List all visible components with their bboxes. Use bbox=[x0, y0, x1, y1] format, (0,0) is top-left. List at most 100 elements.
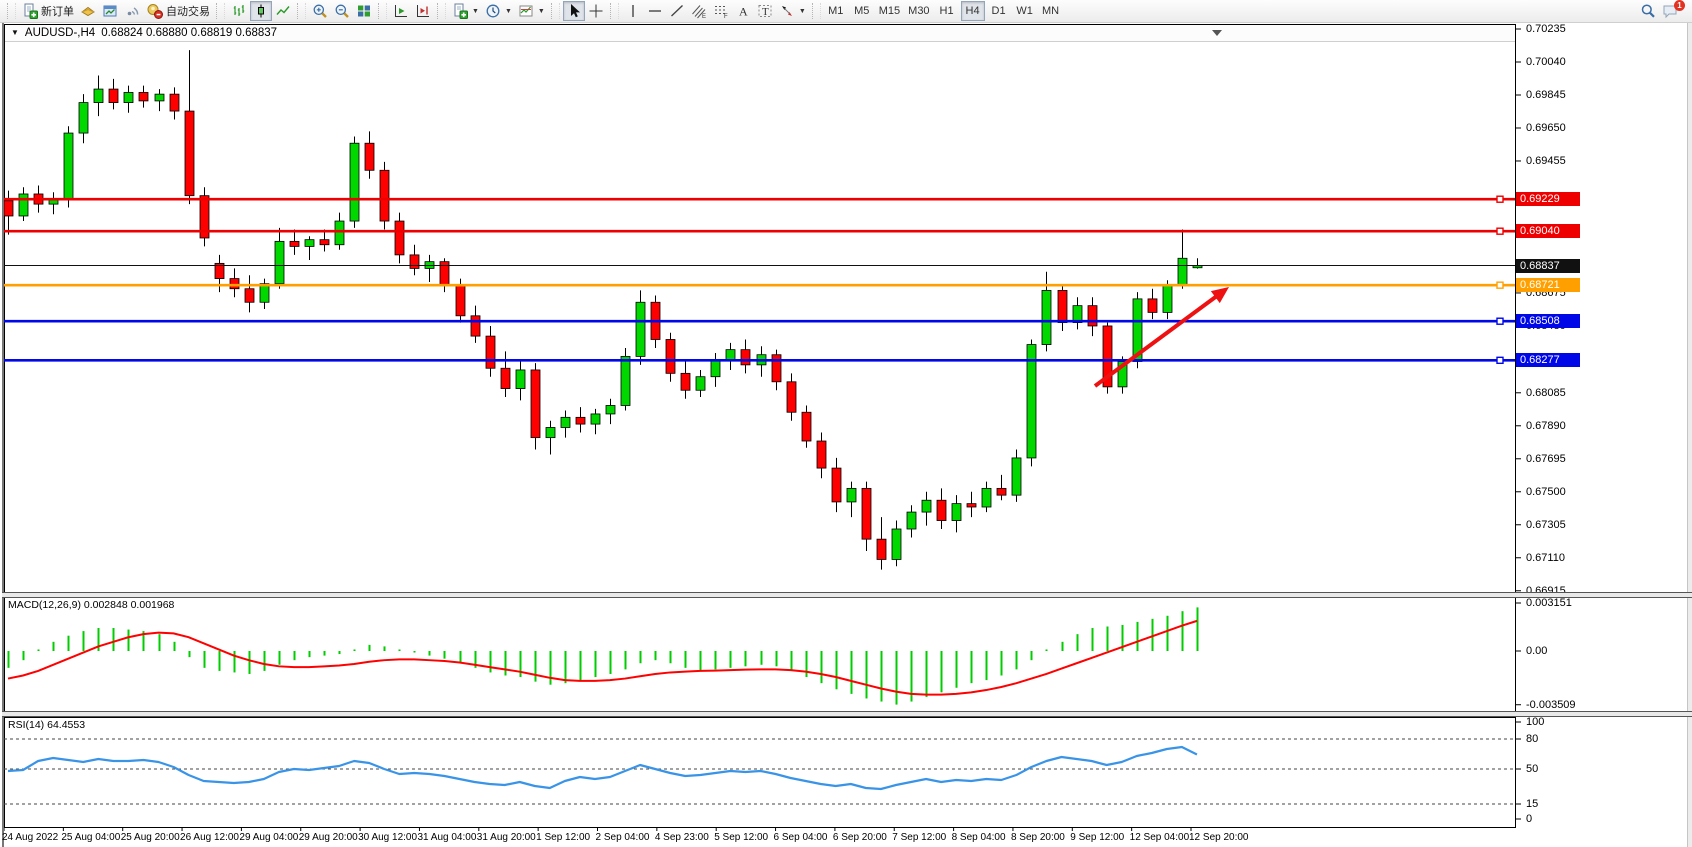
zoom-out-button[interactable] bbox=[331, 1, 353, 21]
pane-splitter-macd[interactable] bbox=[2, 592, 1692, 598]
indicators-menu-button[interactable]: ▼ bbox=[449, 1, 482, 21]
text-tool-button[interactable]: A bbox=[732, 1, 754, 21]
pane-splitter-rsi[interactable] bbox=[2, 711, 1692, 717]
rsi-axis-label: 50 bbox=[1526, 763, 1539, 775]
auto-scroll-button[interactable] bbox=[390, 1, 412, 21]
rsi-current-value: 64.4553 bbox=[47, 719, 86, 731]
line-chart-mode-button[interactable] bbox=[272, 1, 294, 21]
time-axis-label: 5 Sep 12:00 bbox=[714, 832, 769, 843]
line-chart-icon bbox=[275, 3, 291, 19]
pane-border bbox=[4, 24, 1516, 593]
channel-tool-button[interactable]: E bbox=[688, 1, 710, 21]
timeframe-m5-button[interactable]: M5 bbox=[850, 1, 874, 21]
toolbar-grip[interactable] bbox=[437, 3, 446, 19]
rsi-axis-label: 80 bbox=[1526, 733, 1539, 745]
rsi-axis-label: 15 bbox=[1526, 798, 1539, 810]
dropdown-caret-icon: ▼ bbox=[472, 7, 479, 15]
time-axis-label: 9 Sep 12:00 bbox=[1070, 832, 1125, 843]
signal-icon bbox=[124, 3, 140, 19]
toolbar-grip[interactable] bbox=[811, 3, 821, 19]
time-axis-label: 30 Aug 12:00 bbox=[358, 832, 418, 843]
crosshair-tool-button[interactable] bbox=[585, 1, 607, 21]
chart-shift-button[interactable] bbox=[412, 1, 434, 21]
cursor-tool-button[interactable] bbox=[562, 1, 585, 21]
autotrading-button[interactable]: 自动交易 bbox=[143, 1, 213, 21]
line-handle[interactable] bbox=[1496, 317, 1504, 325]
template-icon bbox=[518, 3, 534, 19]
rsi-label: RSI(14) 64.4553 bbox=[8, 719, 86, 731]
dropdown-caret-icon: ▼ bbox=[537, 7, 545, 15]
timeframe-m15-button[interactable]: M15 bbox=[876, 1, 903, 21]
line-handle[interactable] bbox=[1496, 195, 1504, 203]
chart-shift-marker[interactable] bbox=[1212, 30, 1222, 36]
tile-windows-button[interactable] bbox=[353, 1, 375, 21]
trend-arrow-head[interactable] bbox=[1210, 287, 1229, 304]
vertical-line-tool-button[interactable] bbox=[622, 1, 644, 21]
time-axis-label: 7 Sep 12:00 bbox=[892, 832, 947, 843]
toolbar-grip[interactable] bbox=[609, 3, 619, 19]
tile-windows-icon bbox=[356, 3, 372, 19]
price-axis-tick-label: 0.67890 bbox=[1526, 419, 1566, 432]
notifications-button[interactable]: 1 bbox=[1659, 0, 1685, 21]
timeframe-w1-button[interactable]: W1 bbox=[1013, 1, 1037, 21]
time-axis-label: 8 Sep 04:00 bbox=[951, 832, 1006, 843]
chart-title-bar[interactable]: ▼ AUDUSD-,H4 0.68824 0.68880 0.68819 0.6… bbox=[4, 24, 1515, 42]
svg-text:F: F bbox=[724, 14, 728, 19]
cursor-icon bbox=[566, 3, 582, 19]
timeframe-h1-button[interactable]: H1 bbox=[935, 1, 959, 21]
pane-border bbox=[4, 717, 1516, 828]
line-handle[interactable] bbox=[1496, 356, 1504, 365]
rsi-line bbox=[7, 745, 1198, 791]
macd-signal-value: 0.001968 bbox=[130, 599, 175, 611]
clock-icon bbox=[485, 3, 501, 19]
time-axis-label: 25 Aug 20:00 bbox=[120, 832, 180, 843]
price-axis-tick-label: 0.69845 bbox=[1526, 88, 1566, 101]
candlestick-mode-button[interactable] bbox=[250, 1, 272, 21]
timeframe-m30-button[interactable]: M30 bbox=[905, 1, 932, 21]
indicators-icon bbox=[452, 3, 468, 19]
horizontal-line-tool-button[interactable] bbox=[644, 1, 666, 21]
trendline-tool-button[interactable] bbox=[666, 1, 688, 21]
timeframe-d1-button[interactable]: D1 bbox=[987, 1, 1011, 21]
price-level-tag: 0.68721 bbox=[1516, 278, 1580, 293]
line-handle[interactable] bbox=[1496, 227, 1504, 235]
autotrading-icon bbox=[146, 3, 163, 19]
toolbar-grip[interactable] bbox=[7, 3, 16, 19]
fibonacci-tool-button[interactable]: F bbox=[710, 1, 732, 21]
line-handle[interactable] bbox=[1496, 281, 1504, 289]
arrows-icon bbox=[779, 3, 795, 19]
window-right-border bbox=[1687, 23, 1692, 847]
timeframe-m1-button[interactable]: M1 bbox=[824, 1, 848, 21]
signals-button[interactable] bbox=[121, 1, 143, 21]
price-level-tag: 0.68508 bbox=[1516, 314, 1580, 329]
zoom-in-button[interactable] bbox=[309, 1, 331, 21]
timeframe-h4-button[interactable]: H4 bbox=[960, 1, 985, 21]
chart-window-button[interactable] bbox=[99, 1, 121, 21]
chart-shift-icon bbox=[415, 3, 431, 19]
autotrading-label: 自动交易 bbox=[166, 6, 210, 18]
toolbar-grip[interactable] bbox=[297, 3, 306, 19]
periods-menu-button[interactable]: ▼ bbox=[482, 1, 515, 21]
price-axis-tick-label: 0.67695 bbox=[1526, 452, 1566, 465]
bar-chart-mode-button[interactable] bbox=[228, 1, 250, 21]
trend-arrow-line[interactable] bbox=[1093, 293, 1220, 388]
one-click-collapse-icon[interactable]: ▼ bbox=[11, 28, 19, 37]
new-order-button[interactable]: 新订单 bbox=[19, 1, 77, 21]
label-tool-button[interactable]: T bbox=[754, 1, 776, 21]
price-level-tag: 0.69229 bbox=[1516, 192, 1580, 207]
toolbar-grip[interactable] bbox=[216, 3, 225, 19]
toolbar-grip[interactable] bbox=[550, 3, 560, 19]
time-axis-label: 24 Aug 2022 bbox=[2, 832, 59, 843]
arrows-tool-button[interactable]: ▼ bbox=[776, 1, 809, 21]
horizontal-line-icon bbox=[647, 3, 663, 19]
candlestick-series bbox=[3, 50, 1203, 570]
time-axis-label: 29 Aug 04:00 bbox=[239, 832, 299, 843]
toolbar-grip[interactable] bbox=[378, 3, 387, 19]
timeframe-mn-button[interactable]: MN bbox=[1039, 1, 1063, 21]
search-button[interactable] bbox=[1637, 1, 1659, 21]
search-icon bbox=[1640, 3, 1656, 19]
templates-menu-button[interactable]: ▼ bbox=[515, 1, 548, 21]
market-watch-button[interactable] bbox=[77, 1, 99, 21]
